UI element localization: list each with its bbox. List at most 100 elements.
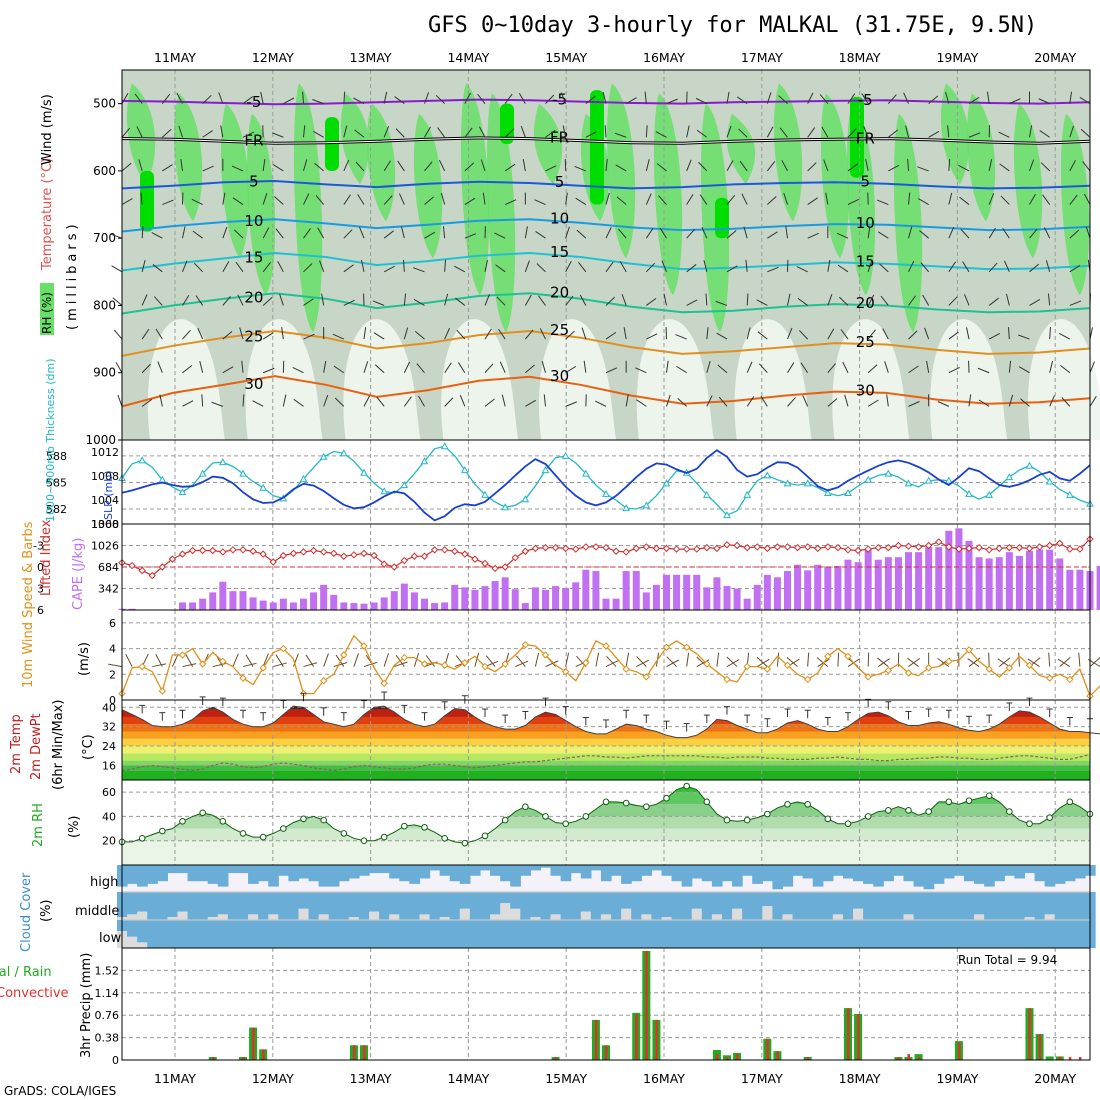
cape-bar [1026, 550, 1033, 610]
wind-barb [948, 296, 958, 306]
rh-point [622, 799, 630, 807]
wind-barb [988, 297, 999, 306]
wind-barb [948, 192, 953, 205]
li-point [481, 559, 489, 568]
wind-barb [1048, 652, 1051, 667]
wind-barb [867, 364, 878, 374]
li-point [309, 546, 318, 555]
wind-barb [272, 132, 284, 138]
wind-barb [343, 264, 354, 273]
li-point [330, 549, 338, 558]
precip-conv-bar [806, 1057, 810, 1060]
wind-barb [964, 294, 970, 306]
wind-barb [783, 192, 788, 205]
li-point [249, 547, 257, 555]
wind-barb [302, 91, 304, 104]
wind-barb [197, 327, 204, 340]
cape-bar [310, 592, 318, 610]
wind-barb [745, 259, 748, 272]
wind-barb [646, 297, 657, 306]
cape-bar [884, 557, 892, 610]
cloud-cell [590, 865, 602, 871]
wind-barb [726, 160, 734, 172]
wind-barb [110, 233, 123, 239]
wind-barb [758, 363, 768, 374]
wind-barb [1079, 96, 1091, 105]
cloud-cell [328, 920, 340, 948]
temp-contour [121, 251, 1091, 272]
wind-barb [847, 198, 860, 205]
wind-barb [827, 398, 838, 407]
cloud-cell [701, 865, 713, 882]
li-point [491, 564, 499, 573]
li-point [733, 541, 741, 550]
cape-bar [673, 574, 681, 610]
wind-barb [242, 96, 254, 105]
wind-barb [937, 657, 950, 667]
wind-barb [1080, 128, 1091, 138]
cloud-cell [389, 920, 400, 948]
wind-speed-point [420, 660, 429, 668]
date-axis-bottom: 11MAY 12MAY 13MAY 14MAY 15MAY 16MAY 17MAY 18MAY… [154, 1071, 1076, 1086]
li-point [239, 546, 247, 554]
wind-barb [484, 398, 495, 407]
cloud-cell [963, 892, 975, 920]
wind-barb [524, 260, 530, 272]
wind-barb [644, 91, 647, 104]
wind-speed-point [541, 651, 550, 659]
wind-barb [545, 94, 555, 104]
wind-barb [1040, 162, 1051, 172]
rh-point [925, 808, 932, 815]
wind-barb [675, 334, 687, 340]
wind-barb [605, 659, 619, 668]
cloud-cell [600, 920, 612, 948]
wind-barb [141, 226, 144, 239]
wind-barb [962, 261, 970, 273]
wind-barb [756, 656, 768, 667]
cloud-cell [1014, 920, 1026, 948]
cloud-cell [540, 920, 552, 948]
pressure-tick-label: 800 [93, 298, 116, 312]
cloud-cover-label: Cloud Cover [19, 872, 34, 952]
precip-conv-bar [252, 1027, 255, 1060]
cape-bar [431, 603, 439, 610]
wind-barb [565, 226, 570, 239]
li-point [793, 543, 802, 552]
thickness-point [662, 479, 671, 487]
li-point [622, 548, 630, 556]
date-label: 14MAY [447, 50, 489, 65]
cloud-gap [1024, 917, 1036, 920]
precip-panel: 1.52 1.14 0.76 0.38 0 [95, 947, 1091, 1067]
wind-barb [161, 93, 171, 104]
cloud-cell [621, 865, 632, 884]
cape-bar [652, 584, 660, 610]
wind-barb [987, 91, 990, 104]
wind-barb [182, 226, 186, 239]
cape-bar [421, 598, 428, 610]
wind-barb [565, 401, 577, 407]
cloud-cell [651, 865, 663, 871]
wind-barb [948, 367, 960, 374]
wind-barb [543, 394, 546, 407]
wind10m-label: 10m Wind Speed & Barbs [21, 521, 36, 688]
li-point [158, 563, 167, 571]
cape-bar [844, 559, 852, 610]
wind-barb [581, 327, 587, 340]
cloud-cell [631, 920, 642, 948]
cloud-cell [288, 892, 300, 920]
contour-label: 15 [244, 248, 263, 266]
rh-moist-area [533, 103, 563, 185]
wind-barb [413, 653, 419, 667]
wind-barb [515, 660, 529, 668]
precip-total-bar [1045, 1056, 1054, 1060]
wind-tick-label: 0 [109, 694, 116, 707]
lifted-index-label: Lifted Index [39, 519, 54, 596]
thickness-point [561, 451, 570, 459]
date-label: 14MAY [447, 1071, 489, 1086]
cloud-cell [217, 920, 229, 948]
wind-speed-point [481, 662, 489, 671]
wind-barb [706, 361, 711, 373]
wind-barb [185, 654, 194, 667]
li-point [834, 543, 842, 552]
